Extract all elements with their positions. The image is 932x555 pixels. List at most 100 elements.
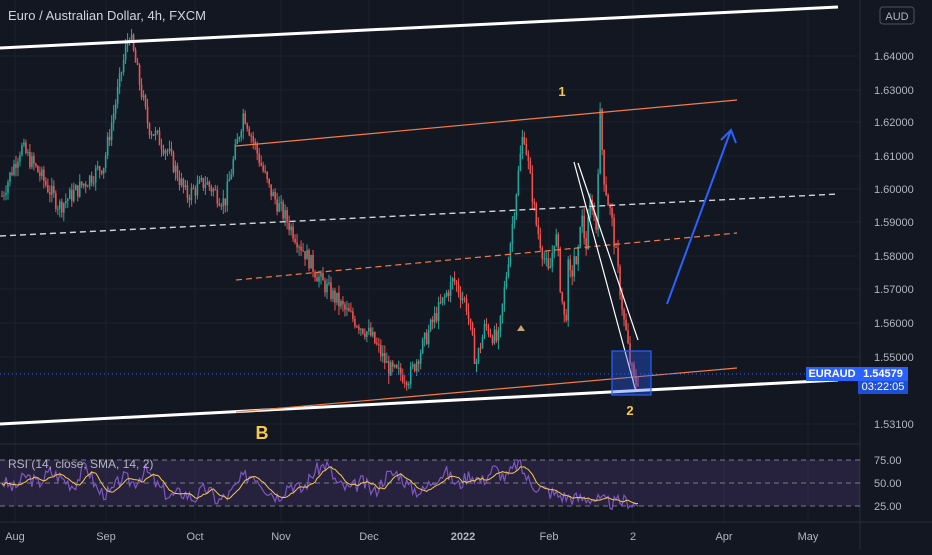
- candle-body: [463, 298, 466, 300]
- candle-body: [61, 201, 63, 213]
- candle-body: [599, 109, 601, 174]
- candle-body: [609, 205, 611, 209]
- candle-body: [226, 181, 229, 206]
- candle-body: [427, 330, 430, 344]
- candle-body: [415, 361, 418, 371]
- candle-body: [364, 333, 366, 337]
- candle-body: [366, 331, 368, 337]
- candle-body: [380, 345, 382, 357]
- candle-body: [5, 192, 7, 196]
- rsi-legend: RSI (14, close, SMA, 14, 2): [8, 457, 154, 471]
- candle-body: [493, 329, 496, 344]
- candle-body: [220, 205, 223, 207]
- price-tick-label: 1.53100: [874, 419, 914, 431]
- candle-body: [441, 297, 444, 303]
- candle-body: [497, 331, 500, 341]
- candle-body: [585, 238, 587, 250]
- candle-body: [202, 178, 205, 188]
- projection-arrow-line: [666, 129, 732, 305]
- candle-body: [25, 142, 27, 154]
- candle-body: [457, 284, 460, 293]
- candle-body: [403, 382, 406, 384]
- candle-body: [17, 161, 19, 168]
- candle-body: [242, 113, 245, 132]
- candle-body: [389, 362, 392, 376]
- triangle-marker: [517, 325, 525, 331]
- candle-body: [545, 258, 548, 260]
- time-tick-label: Sep: [96, 531, 116, 543]
- candle-body: [467, 311, 470, 319]
- candle-body: [76, 185, 79, 197]
- candle-body: [190, 187, 193, 201]
- candle-body: [106, 136, 109, 156]
- wedge-line-right: [577, 162, 639, 341]
- candle-body: [575, 256, 577, 265]
- candle-body: [362, 328, 364, 334]
- candle-body: [212, 189, 215, 192]
- candle-body: [491, 336, 494, 344]
- candle-body: [553, 245, 556, 254]
- candle-body: [264, 170, 266, 172]
- candle-body: [395, 365, 398, 368]
- candle-body: [260, 163, 262, 166]
- candle-body: [172, 152, 175, 173]
- candle-body: [413, 364, 416, 371]
- candle-body: [234, 144, 237, 160]
- candle-body: [431, 319, 434, 323]
- candle-body: [385, 361, 388, 363]
- candle-body: [286, 210, 288, 223]
- candle-body: [637, 384, 639, 386]
- candle-body: [378, 344, 380, 346]
- upper-orange-line: [235, 99, 738, 147]
- candle-body: [382, 353, 384, 357]
- candle-body: [308, 250, 310, 269]
- candle-body: [603, 149, 605, 185]
- candle-body: [605, 184, 607, 195]
- candle-body: [148, 123, 151, 135]
- candle-body: [535, 203, 538, 225]
- candle-body: [206, 181, 209, 185]
- candle-body: [453, 278, 456, 282]
- candle-body: [302, 250, 304, 252]
- candle-body: [587, 217, 589, 250]
- candle-body: [561, 291, 564, 302]
- price-tick-label: 1.57000: [874, 284, 914, 296]
- candle-body: [346, 308, 348, 310]
- wave-label-2: 2: [626, 403, 633, 418]
- candle-body: [82, 183, 85, 186]
- highlight-box: [611, 350, 652, 396]
- candle-body: [254, 141, 257, 144]
- candle-body: [174, 165, 177, 173]
- candle-body: [507, 264, 510, 277]
- candle-body: [421, 339, 424, 353]
- candle-body: [102, 167, 105, 174]
- candle-body: [124, 45, 127, 60]
- candle-body: [435, 313, 438, 321]
- candle-body: [262, 165, 264, 171]
- candle-body: [110, 123, 113, 141]
- time-tick-label: Feb: [540, 531, 559, 543]
- candle-body: [615, 246, 617, 248]
- candle-body: [192, 187, 195, 189]
- candle-body: [208, 181, 211, 187]
- candle-body: [116, 86, 119, 104]
- candle-body: [549, 266, 552, 269]
- candle-body: [64, 201, 67, 204]
- candle-body: [579, 226, 581, 247]
- candle-body: [555, 234, 558, 246]
- candle-body: [310, 254, 312, 269]
- candle-body: [176, 165, 179, 179]
- candle-body: [374, 332, 376, 344]
- time-tick-label: May: [798, 531, 819, 543]
- candle-body: [523, 136, 526, 144]
- mid-orange-line: [235, 232, 738, 281]
- candle-body: [96, 166, 99, 168]
- candle-body: [397, 367, 400, 369]
- candle-body: [533, 201, 536, 204]
- rsi-level-label: 75.00: [874, 455, 902, 467]
- candle-body: [246, 123, 249, 129]
- candle-body: [23, 142, 25, 146]
- candle-body: [304, 251, 306, 260]
- candle-body: [244, 113, 247, 124]
